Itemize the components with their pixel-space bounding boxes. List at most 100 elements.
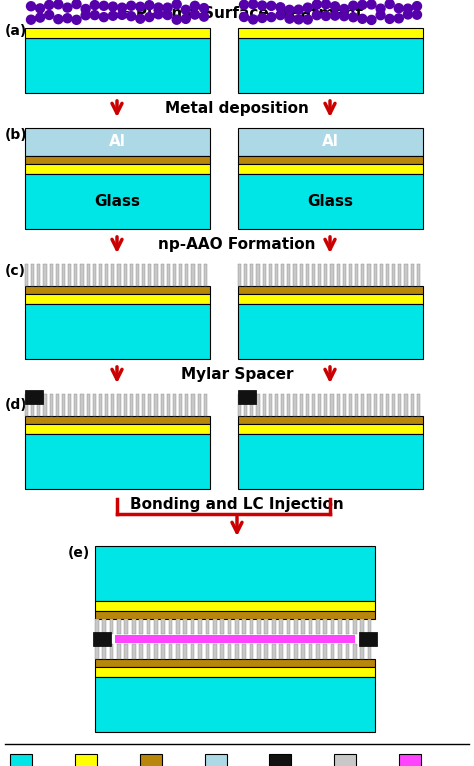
Text: Glass: Glass [94,194,140,209]
Bar [130,394,133,416]
Bar [154,619,158,634]
Circle shape [127,2,136,10]
Circle shape [358,0,367,9]
Text: Mylar Spacer: Mylar Spacer [181,368,293,382]
Bar [173,394,176,416]
Circle shape [163,3,172,12]
Bar [269,264,272,286]
Bar [316,644,320,659]
Bar [309,619,312,634]
Bar [244,264,247,286]
Bar [361,394,365,416]
Bar [235,619,239,634]
Bar [238,156,423,164]
Bar [198,644,202,659]
Bar [115,635,355,643]
Circle shape [239,0,248,9]
Bar [287,264,291,286]
Bar [235,644,239,659]
Circle shape [172,0,181,9]
Bar [323,644,327,659]
Bar [154,644,158,659]
Bar [380,264,383,286]
Circle shape [267,2,276,11]
Bar [306,394,309,416]
Bar [68,394,71,416]
Bar [204,394,207,416]
Circle shape [276,11,285,20]
Bar [99,264,102,286]
Text: np-AAO Formation: np-AAO Formation [158,237,316,253]
Bar [62,264,65,286]
Bar [204,264,207,286]
Bar [368,644,371,659]
Bar [176,644,180,659]
Bar [95,659,375,667]
Bar [306,264,309,286]
Bar [386,264,389,286]
Bar [183,619,187,634]
Circle shape [276,3,285,11]
Bar [125,644,128,659]
Bar [183,644,187,659]
Bar [220,644,224,659]
Bar [110,644,113,659]
Circle shape [367,0,376,9]
Bar [349,264,352,286]
Bar [368,619,371,634]
Bar [142,264,145,286]
Circle shape [258,1,267,10]
Circle shape [181,5,190,15]
Text: Metal deposition: Metal deposition [165,102,309,116]
Bar [346,619,349,634]
Bar [146,644,150,659]
Bar [228,619,231,634]
Bar [220,619,224,634]
Circle shape [90,11,99,20]
Circle shape [136,2,145,11]
Bar [140,754,162,766]
Circle shape [376,11,385,20]
Circle shape [181,15,190,23]
Bar [301,644,305,659]
Circle shape [239,12,248,21]
Circle shape [163,11,172,19]
Bar [102,644,106,659]
Bar [213,644,217,659]
Bar [93,264,96,286]
Circle shape [412,2,421,11]
Circle shape [394,4,403,13]
Circle shape [248,0,257,8]
Bar [198,619,202,634]
Circle shape [145,12,154,21]
Bar [68,264,71,286]
Bar [312,394,315,416]
Bar [238,424,423,434]
Bar [139,619,143,634]
Bar [392,264,395,286]
Bar [331,644,335,659]
Bar [238,394,241,416]
Bar [386,394,389,416]
Bar [176,619,180,634]
Bar [117,644,121,659]
Circle shape [303,3,312,12]
Bar [330,394,334,416]
Bar [244,394,247,416]
Circle shape [358,15,367,23]
Bar [191,644,194,659]
Bar [198,394,201,416]
Bar [392,394,395,416]
Bar [228,644,231,659]
Circle shape [312,0,321,9]
Bar [275,264,278,286]
Circle shape [118,3,127,12]
Circle shape [154,3,163,12]
Bar [238,434,423,489]
Bar [213,619,217,634]
Bar [179,264,182,286]
Circle shape [258,14,267,22]
Bar [161,644,165,659]
Bar [294,619,298,634]
Bar [238,128,423,156]
